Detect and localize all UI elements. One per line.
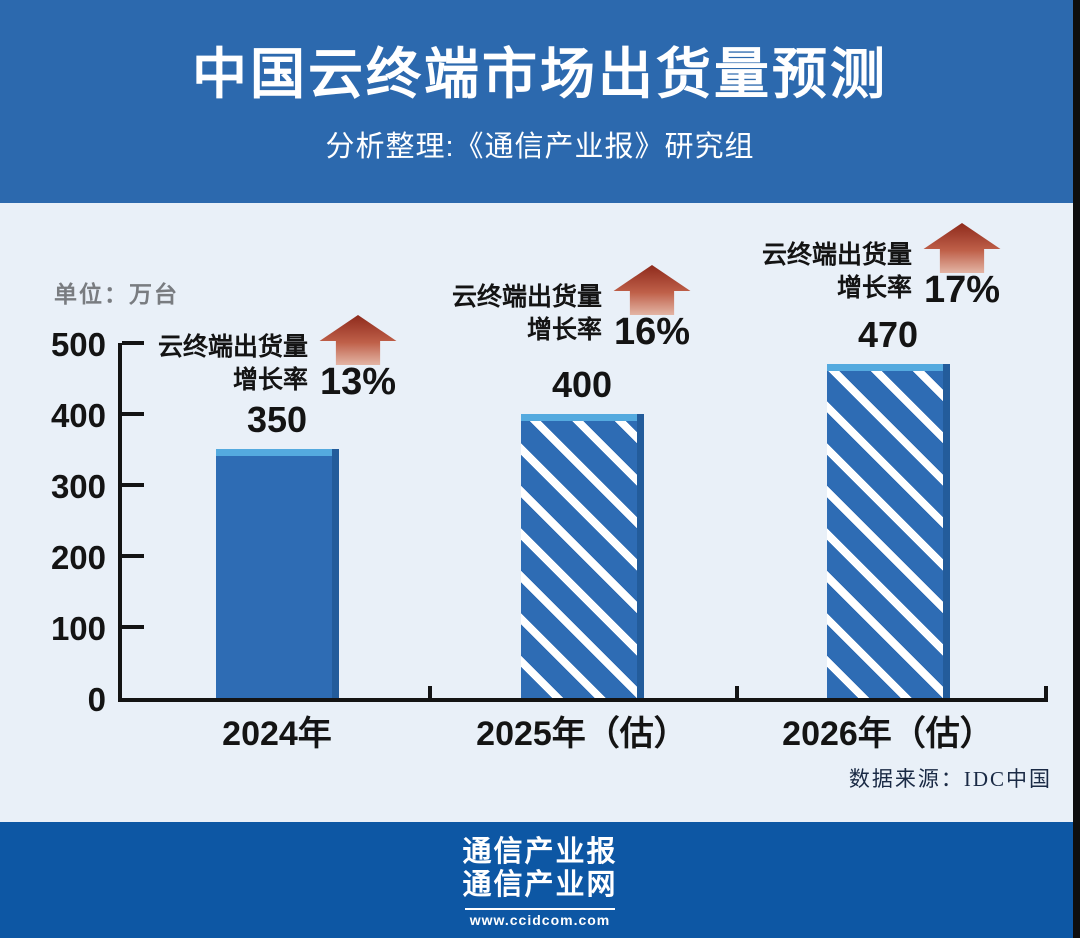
y-axis-tick	[122, 625, 144, 629]
growth-annotation-label: 云终端出货量增长率	[158, 331, 308, 396]
chart-area: 单位：万台 0 100 200 300 400 500 350 2024年 400 2025年（估…	[0, 203, 1080, 822]
growth-rate-value: 16%	[613, 311, 691, 353]
x-axis-line	[118, 698, 1048, 702]
growth-label-line2: 增长率	[233, 365, 309, 394]
right-edge-strip	[1073, 0, 1080, 938]
up-arrow-icon	[319, 315, 397, 365]
bar-right-edge	[636, 414, 644, 698]
growth-annotation-label: 云终端出货量增长率	[452, 281, 602, 346]
footer-logo-line1: 通信产业报	[462, 836, 618, 868]
growth-label-line1: 云终端出货量	[762, 241, 913, 269]
bar-top-cap	[826, 364, 950, 371]
x-axis-category-label: 2024年	[222, 715, 332, 753]
y-axis-label: 200	[50, 539, 106, 576]
growth-label-line2: 增长率	[837, 273, 913, 302]
growth-annotation-value: 17%	[922, 223, 1002, 312]
y-axis-label: 300	[50, 468, 106, 505]
up-arrow-icon	[613, 265, 691, 315]
footer-logo-line2: 通信产业网	[462, 869, 618, 902]
page-title: 中国云终端市场出货量预测	[191, 43, 888, 106]
y-axis-tick	[122, 483, 144, 487]
growth-annotation: 云终端出货量增长率 16%	[452, 265, 692, 354]
bar	[215, 449, 339, 698]
y-axis-label: 100	[50, 610, 106, 647]
bar-top-cap	[520, 414, 644, 421]
bar-right-edge	[942, 364, 950, 698]
growth-annotation-label: 云终端出货量增长率	[762, 239, 912, 304]
page-subtitle: 分析整理:《通信产业报》研究组	[325, 130, 755, 163]
x-axis-tick	[1044, 686, 1048, 699]
footer-divider	[465, 907, 615, 910]
x-axis-category-label: 2026年（估）	[782, 715, 994, 753]
growth-annotation: 云终端出货量增长率 17%	[762, 223, 1002, 312]
x-axis-category-label: 2025年（估）	[476, 715, 688, 753]
x-axis-tick	[428, 686, 432, 699]
y-axis-tick	[122, 341, 144, 345]
growth-annotation: 云终端出货量增长率 13%	[158, 315, 398, 404]
growth-label-line1: 云终端出货量	[452, 283, 603, 311]
up-arrow-icon	[923, 223, 1001, 273]
growth-label-line2: 增长率	[527, 315, 603, 344]
growth-annotation-value: 16%	[612, 265, 692, 354]
growth-rate-value: 17%	[923, 269, 1001, 311]
bar-value-label: 470	[857, 314, 919, 355]
y-axis-tick	[122, 554, 144, 558]
footer: 通信产业报 通信产业网 www.ccidcom.com	[0, 822, 1080, 938]
data-source: 数据来源：IDC中国	[848, 767, 1052, 791]
bar	[520, 414, 644, 698]
growth-annotation-value: 13%	[318, 315, 398, 404]
y-axis-tick	[122, 412, 144, 416]
bar-value-label: 350	[246, 399, 308, 440]
bar-value-label: 400	[551, 364, 613, 405]
y-axis-label: 500	[50, 326, 106, 363]
footer-url: www.ccidcom.com	[469, 911, 611, 928]
growth-label-line1: 云终端出货量	[158, 333, 309, 361]
bar	[826, 364, 950, 698]
unit-label: 单位：万台	[54, 281, 179, 307]
bar-right-edge	[331, 449, 339, 698]
y-axis-label: 0	[87, 681, 106, 718]
growth-rate-value: 13%	[319, 361, 397, 403]
header: 中国云终端市场出货量预测 分析整理:《通信产业报》研究组	[0, 0, 1080, 203]
x-axis-tick	[735, 686, 739, 699]
bar-top-cap	[215, 449, 339, 456]
y-axis-label: 400	[50, 397, 106, 434]
y-axis-line	[118, 343, 122, 702]
